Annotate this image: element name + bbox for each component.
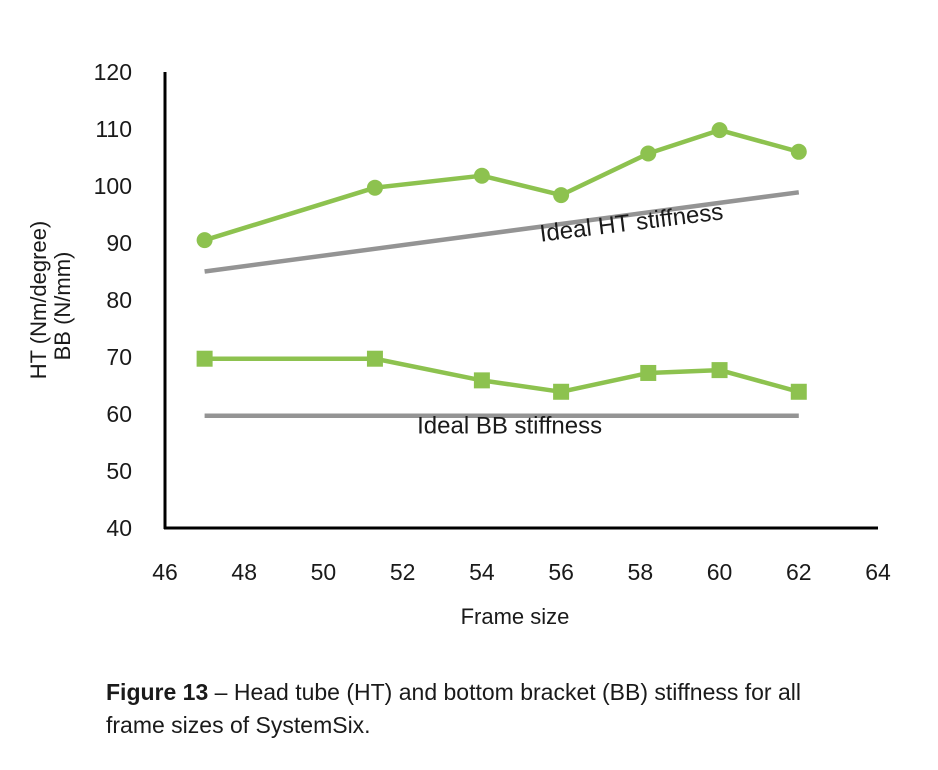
y-axis-title-line-2: BB (N/mm) xyxy=(50,252,75,361)
series-3 xyxy=(204,190,800,274)
y-axis-title-line-1: HT (Nm/degree) xyxy=(26,221,51,380)
chart-axes xyxy=(163,72,878,530)
data-point-square xyxy=(196,350,213,367)
data-point-circle xyxy=(366,179,383,196)
y-tick-label: 100 xyxy=(94,173,132,199)
data-point-square xyxy=(640,364,657,381)
x-tick-label: 48 xyxy=(231,559,257,585)
data-point-circle xyxy=(553,187,570,204)
series-line xyxy=(204,190,800,274)
x-tick-label: 64 xyxy=(865,559,891,585)
data-point-square xyxy=(473,372,490,389)
data-point-circle xyxy=(640,145,657,162)
line-chart: 46 48 50 52 54 56 58 60 62 64 40 50 60 70 80 90 100 110 12… xyxy=(26,59,891,629)
y-tick-label: 50 xyxy=(106,458,132,484)
data-point-square xyxy=(553,383,570,400)
series-line xyxy=(204,356,800,395)
annotation-label: Ideal BB stiffness xyxy=(417,412,602,439)
chart-annotations: Ideal HT stiffness Ideal BB stiffness xyxy=(417,198,725,439)
figure-caption-text: – Head tube (HT) and bottom bracket (BB)… xyxy=(106,679,801,738)
x-tick-label: 52 xyxy=(390,559,416,585)
x-tick-label: 58 xyxy=(628,559,654,585)
y-tick-label: 60 xyxy=(106,401,132,427)
figure-caption: Figure 13 – Head tube (HT) and bottom br… xyxy=(106,676,866,742)
annotation-label: Ideal HT stiffness xyxy=(538,198,724,247)
data-point-circle xyxy=(711,122,728,139)
y-tick-label: 110 xyxy=(95,116,132,142)
figure-label: Figure 13 xyxy=(106,679,209,705)
data-point-circle xyxy=(790,143,807,160)
x-tick-label: 60 xyxy=(707,559,733,585)
data-point-circle xyxy=(196,232,213,249)
y-tick-label: 90 xyxy=(106,230,132,256)
y-tick-label: 40 xyxy=(106,515,132,541)
data-point-square xyxy=(790,383,807,400)
tick-labels: 46 48 50 52 54 56 58 60 62 64 40 50 60 70 80 90 100 110 12… xyxy=(94,59,891,585)
data-point-square xyxy=(366,350,383,367)
x-tick-label: 62 xyxy=(786,559,812,585)
x-tick-label: 50 xyxy=(311,559,337,585)
y-tick-label: 80 xyxy=(106,287,132,313)
x-axis-title: Frame size xyxy=(461,604,570,629)
data-point-square xyxy=(711,362,728,379)
y-tick-label: 120 xyxy=(94,59,132,85)
data-point-circle xyxy=(473,167,490,184)
y-tick-label: 70 xyxy=(106,344,132,370)
series-2 xyxy=(196,350,807,400)
series-1 xyxy=(196,122,807,249)
axis-titles: Frame size HT (Nm/degree) BB (N/mm) xyxy=(26,221,569,629)
x-tick-label: 46 xyxy=(152,559,178,585)
x-tick-label: 54 xyxy=(469,559,495,585)
x-tick-label: 56 xyxy=(548,559,574,585)
chart-series xyxy=(196,122,807,418)
